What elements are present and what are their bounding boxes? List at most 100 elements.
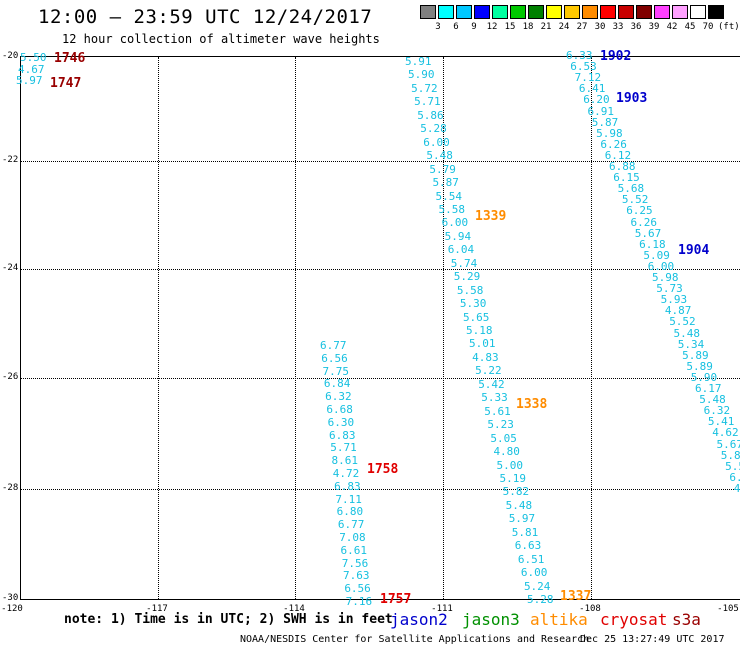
footnote: note: 1) Time is in UTC; 2) SWH is in fe…	[64, 612, 393, 627]
wave-height-value: 6.00	[423, 135, 450, 149]
scale-label: 70	[702, 22, 714, 32]
scale-swatch	[708, 5, 724, 19]
satellite-legend-cryosat: cryosat	[600, 610, 668, 629]
pass-time-label: 1338	[516, 397, 548, 412]
wave-height-value: 4.62	[712, 426, 739, 440]
scale-swatch	[438, 5, 454, 19]
scale-label: 6	[453, 22, 459, 32]
y-tick-label: -26	[2, 372, 19, 382]
wave-height-value: 4.72	[332, 467, 360, 480]
wave-height-value: 6.	[729, 470, 740, 484]
scale-label: 9	[471, 22, 477, 32]
scale-label: 15	[504, 22, 516, 32]
wave-height-value: 6.33	[566, 49, 593, 62]
x-tick-label: -117	[146, 604, 168, 614]
wave-height-value: 6.41	[578, 82, 606, 96]
wave-height-value: 5.29	[453, 270, 481, 284]
wave-height-value: 6.56	[344, 582, 371, 596]
grid-line-lon-111	[443, 57, 444, 599]
wave-height-value: 5.89	[682, 348, 709, 362]
grid-line-lon-108	[591, 57, 592, 599]
wave-height-value: 6.32	[703, 404, 731, 418]
y-tick-label: -22	[2, 155, 19, 165]
pass-time-label: 1757	[380, 592, 412, 607]
credit-line: NOAA/NESDIS Center for Satellite Applica…	[240, 634, 590, 645]
y-tick-label: -28	[2, 483, 19, 493]
scale-label: 33	[612, 22, 624, 32]
wave-height-value: 4.67	[18, 62, 45, 76]
wave-height-value: 6.32	[325, 390, 352, 404]
scale-swatch	[636, 5, 652, 19]
wave-height-value: 5.52	[669, 315, 696, 329]
map-subtitle: 12 hour collection of altimeter wave hei…	[62, 32, 380, 46]
generation-timestamp: Dec 25 13:27:49 UTC 2017	[580, 634, 725, 645]
wave-height-value: 6.63	[514, 539, 542, 553]
scale-label: 24	[558, 22, 570, 32]
wave-height-value: 5.89	[686, 359, 713, 373]
x-tick-label: -114	[283, 604, 305, 614]
wave-height-value: 6.30	[327, 415, 355, 429]
grid-line-lon-114	[295, 57, 296, 599]
scale-swatch	[690, 5, 706, 19]
wave-height-value: 5.33	[481, 391, 508, 405]
wave-height-value: 5.30	[459, 297, 487, 311]
wave-height-value: 5.28	[527, 593, 554, 606]
wave-height-value: 6.53	[570, 60, 597, 74]
pass-time-label: 1337	[560, 589, 592, 604]
scale-swatch	[492, 5, 508, 19]
wave-height-value: 7.16	[345, 595, 373, 608]
scale-unit-label: (ft)	[718, 22, 740, 32]
wave-height-value: 5.42	[478, 377, 505, 391]
scale-swatch	[510, 5, 526, 19]
wave-height-value: 5.67	[634, 226, 662, 240]
wave-height-value: 5.18	[466, 324, 493, 337]
wave-height-value: 5.93	[660, 293, 688, 307]
wave-height-value: 5.68	[617, 182, 645, 196]
scale-swatch	[582, 5, 598, 19]
scale-label: 3	[435, 22, 441, 32]
wave-height-value: 6.26	[600, 137, 627, 151]
wave-height-value: 4.80	[493, 445, 520, 459]
pass-time-label: 1902	[600, 49, 632, 64]
wave-height-value: 5.97	[508, 512, 536, 526]
scale-label: 12	[486, 22, 498, 32]
scale-swatch	[654, 5, 670, 19]
wave-height-value: 5.48	[699, 393, 726, 407]
wave-height-value: 5.48	[426, 149, 453, 163]
map-plot-area	[20, 56, 740, 600]
wave-height-value: 6.84	[323, 377, 351, 391]
scale-label: 36	[630, 22, 642, 32]
wave-height-value: 4	[733, 481, 740, 495]
wave-height-value: 6.77	[320, 339, 347, 352]
wave-height-value: 6.00	[520, 566, 548, 580]
wave-height-value: 6.80	[336, 505, 364, 519]
wave-height-value: 6.68	[326, 403, 353, 416]
wave-height-value: 5.34	[677, 337, 705, 351]
wave-height-value: 5.79	[429, 162, 456, 176]
wave-height-value: 5.54	[435, 189, 463, 203]
wave-height-value: 5.41	[707, 415, 735, 429]
scale-label: 30	[594, 22, 606, 32]
wave-height-value: 5.90	[408, 68, 435, 82]
scale-label: 42	[666, 22, 678, 32]
map-title: 12:00 – 23:59 UTC 12/24/2017	[38, 6, 373, 28]
scale-swatch	[564, 5, 580, 19]
wave-height-value: 6.17	[695, 382, 722, 395]
wave-height-value: 7.75	[322, 364, 350, 378]
y-tick-label: -24	[2, 263, 19, 273]
wave-height-value: 6.18	[639, 237, 666, 251]
wave-height-value: 7.12	[574, 71, 602, 85]
wave-height-value: 5.09	[643, 248, 670, 262]
wave-height-value: 5.98	[652, 271, 679, 284]
wave-height-value: 6.15	[613, 171, 640, 185]
wave-height-value: 5.00	[496, 458, 524, 472]
scale-swatch	[420, 5, 436, 19]
wave-height-value: 5.91	[405, 55, 432, 68]
wave-height-value: 5.73	[656, 282, 683, 296]
pass-time-label: 1746	[54, 51, 86, 66]
wave-height-value: 5.97	[16, 74, 43, 87]
wave-height-value: 5.87	[432, 176, 459, 190]
wave-height-value: 5.28	[420, 122, 447, 136]
scale-label: 27	[576, 22, 588, 32]
wave-height-value: 6.61	[340, 543, 367, 557]
